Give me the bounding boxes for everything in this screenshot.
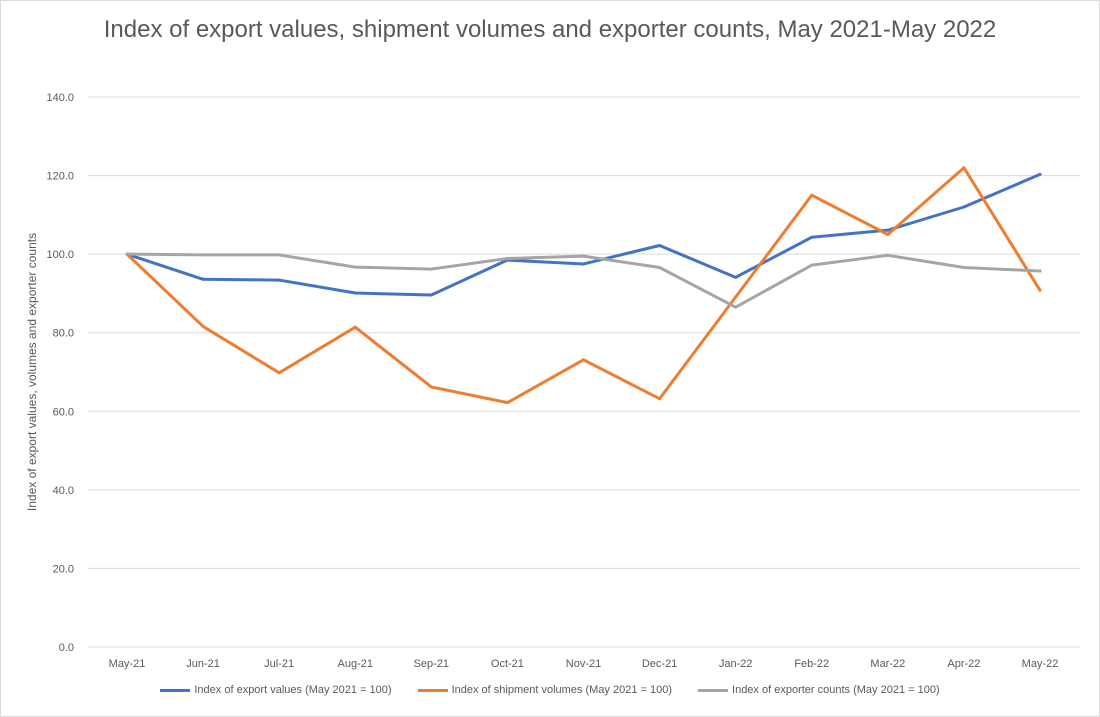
y-axis-label: Index of export values, volumes and expo…: [25, 233, 39, 511]
y-tick-label: 140.0: [46, 92, 74, 104]
data-point: [962, 166, 966, 170]
data-point: [582, 254, 585, 258]
y-tick-label: 40.0: [53, 485, 74, 497]
data-point: [962, 266, 966, 269]
data-point: [658, 266, 662, 269]
x-tick-label: Apr-22: [947, 658, 980, 670]
data-point: [505, 401, 509, 405]
x-tick-label: Mar-22: [870, 658, 905, 670]
x-tick-label: May-21: [109, 658, 146, 670]
y-tick-label: 0.0: [59, 642, 74, 654]
legend: Index of export values (May 2021 = 100) I…: [0, 684, 1100, 696]
legend-item: Index of export values (May 2021 = 100): [160, 684, 392, 696]
x-tick-label: Sep-21: [414, 658, 449, 670]
data-point: [429, 293, 433, 297]
x-tick-label: Jul-21: [264, 658, 294, 670]
data-point: [886, 233, 890, 236]
data-point: [810, 193, 814, 197]
data-point: [658, 244, 662, 247]
data-point: [353, 325, 357, 329]
legend-item: Index of exporter counts (May 2021 = 100…: [698, 684, 940, 696]
data-point: [201, 324, 205, 328]
data-point: [429, 267, 433, 271]
data-point: [201, 253, 205, 257]
data-point: [277, 371, 281, 375]
legend-swatch: [417, 688, 448, 692]
data-point: [125, 252, 129, 256]
data-point: [734, 305, 738, 309]
legend-label: Index of shipment volumes (May 2021 = 10…: [451, 684, 673, 696]
y-tick-label: 80.0: [53, 328, 74, 340]
x-tick-label: Nov-21: [566, 658, 601, 670]
data-point: [353, 291, 357, 295]
data-point: [1038, 288, 1042, 292]
data-point: [810, 263, 814, 267]
data-point: [658, 397, 662, 401]
legend-swatch: [698, 688, 729, 692]
data-point: [429, 385, 433, 389]
data-point: [277, 253, 281, 257]
x-tick-label: Jun-21: [186, 658, 220, 670]
legend-label: Index of export values (May 2021 = 100): [194, 684, 392, 696]
data-point: [277, 278, 281, 282]
data-point: [734, 275, 738, 279]
x-tick-label: Feb-22: [794, 658, 829, 670]
data-point: [1038, 172, 1042, 176]
data-point: [734, 295, 738, 299]
legend-label: Index of exporter counts (May 2021 = 100…: [732, 684, 940, 696]
x-tick-label: May-22: [1022, 658, 1059, 670]
data-point: [201, 277, 205, 281]
data-point: [582, 262, 585, 266]
series-line-2: [125, 166, 1042, 405]
chart-title: Index of export values, shipment volumes…: [103, 16, 997, 43]
x-tick-label: Jan-22: [719, 658, 753, 670]
legend-item: Index of shipment volumes (May 2021 = 10…: [417, 684, 673, 696]
x-tick-label: Dec-21: [642, 658, 677, 670]
series-line-1: [125, 172, 1042, 297]
data-point: [353, 265, 357, 269]
x-tick-label: Aug-21: [338, 658, 373, 670]
y-tick-label: 60.0: [53, 406, 74, 418]
legend-swatch: [160, 688, 191, 692]
data-point: [886, 228, 890, 232]
data-point: [582, 358, 585, 362]
data-point: [810, 235, 814, 239]
data-point: [505, 256, 509, 260]
y-tick-label: 120.0: [46, 171, 74, 183]
y-tick-label: 100.0: [46, 249, 74, 261]
data-point: [886, 253, 890, 257]
x-tick-label: Oct-21: [491, 658, 524, 670]
data-point: [1038, 269, 1042, 273]
y-tick-label: 20.0: [53, 563, 74, 575]
data-point: [962, 205, 966, 209]
